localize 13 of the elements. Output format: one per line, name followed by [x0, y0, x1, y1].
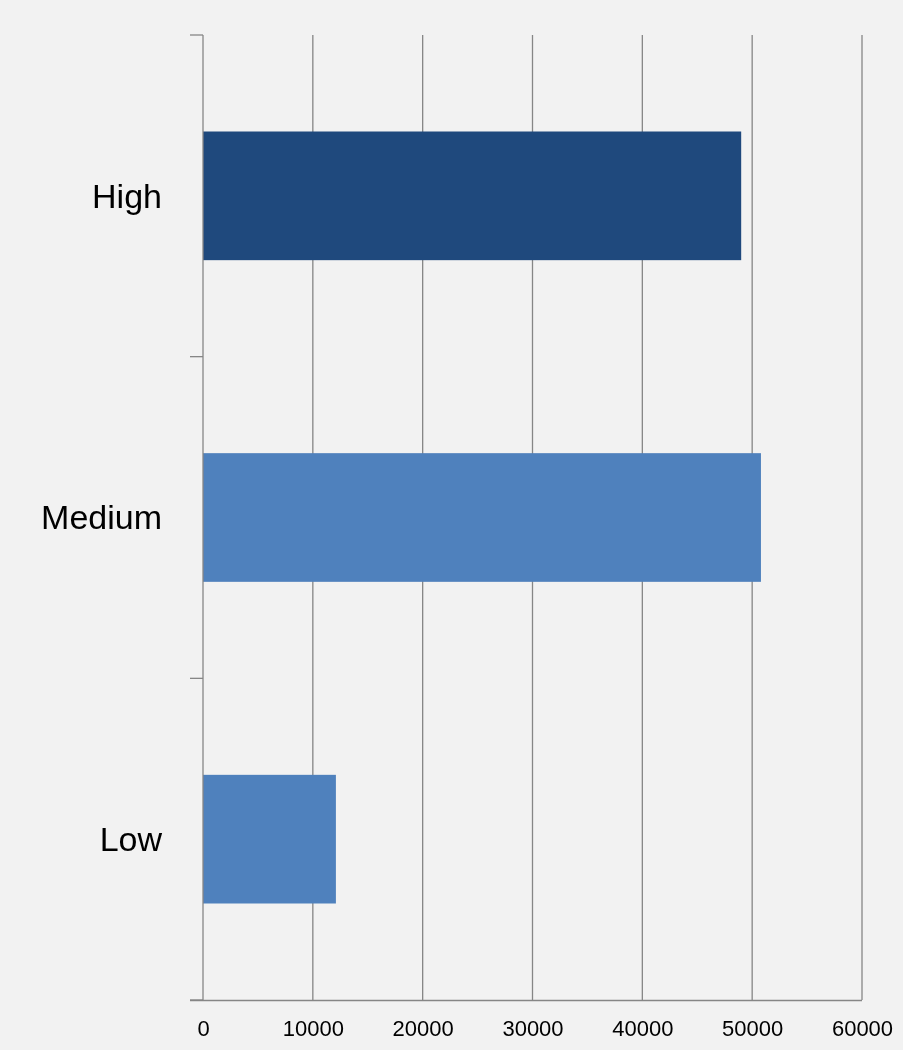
bar [203, 131, 742, 261]
x-tick-label: 20000 [392, 1015, 454, 1041]
y-tick-label: Low [99, 820, 163, 859]
bar [203, 774, 336, 904]
x-tick-label: 0 [197, 1015, 210, 1041]
y-tick-label: Medium [41, 498, 162, 537]
y-tick-label: High [92, 176, 162, 215]
x-tick-label: 10000 [282, 1015, 344, 1041]
bar [203, 453, 761, 582]
x-tick-label: 30000 [502, 1015, 564, 1041]
x-tick-label: 50000 [722, 1015, 784, 1041]
x-tick-label: 60000 [831, 1015, 894, 1041]
x-tick-label: 40000 [612, 1015, 674, 1041]
